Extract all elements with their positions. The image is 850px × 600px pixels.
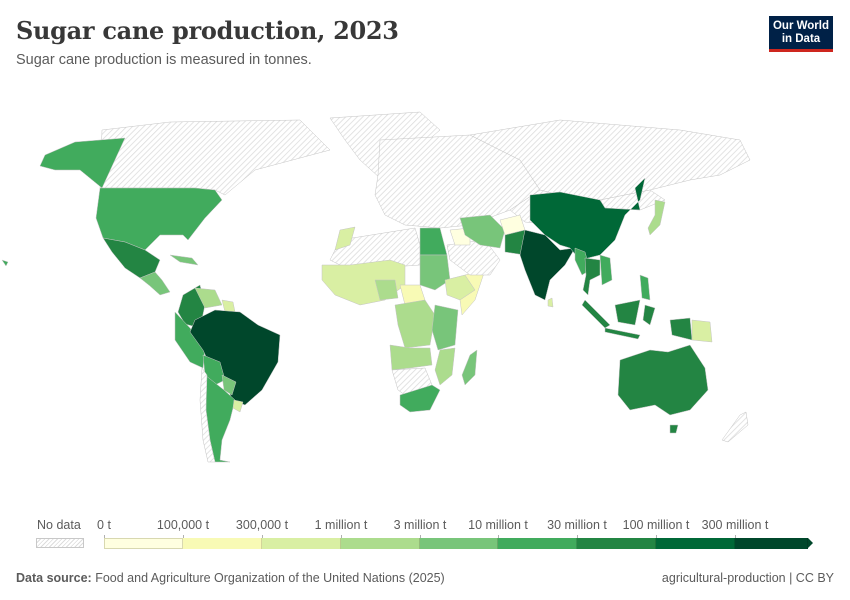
legend-tick (735, 535, 736, 539)
legend-bin-8[interactable] (735, 538, 808, 549)
region-tasmania (669, 424, 679, 434)
legend-bin-7[interactable] (656, 538, 735, 549)
legend-label-3: 1 million t (314, 518, 368, 532)
legend-label-6: 30 million t (547, 518, 607, 532)
data-source: Data source: Food and Agriculture Organi… (16, 571, 445, 585)
region-chile (199, 367, 216, 463)
region-nigeria (374, 279, 399, 301)
legend-bin-4[interactable] (420, 538, 498, 549)
region-thailand (582, 257, 601, 296)
region-india (519, 229, 576, 301)
region-east-africa (431, 304, 459, 351)
chart-subtitle: Sugar cane production is measured in ton… (16, 52, 312, 68)
region-png (691, 319, 713, 343)
region-sulawesi (642, 304, 656, 326)
region-mozambique (434, 347, 456, 386)
legend-tick (577, 535, 578, 539)
region-drc (394, 299, 436, 349)
legend-bin-1[interactable] (183, 538, 262, 549)
region-sudan (419, 254, 451, 291)
legend-label-2: 300,000 t (235, 518, 289, 532)
legend-label-1: 100,000 t (156, 518, 210, 532)
region-egypt (419, 227, 448, 256)
region-australia (617, 344, 709, 416)
logo-line-2: in Data (781, 32, 821, 45)
region-paraguay (221, 374, 237, 396)
region-angola (389, 344, 433, 371)
region-guianas (221, 299, 236, 313)
legend-label-7: 100 million t (622, 518, 690, 532)
region-indonesia-sumatra (581, 299, 611, 329)
legend-bin-6[interactable] (577, 538, 656, 549)
region-indonesia-java (604, 327, 641, 340)
region-philippines (639, 274, 651, 301)
legend-tick (183, 535, 184, 539)
region-iran (459, 214, 506, 249)
legend: No data 0 t 100,000 t 300,000 t 1 millio… (0, 515, 850, 555)
region-central-america (139, 271, 171, 296)
region-new-guinea-west (669, 317, 693, 341)
region-borneo (614, 299, 641, 326)
region-south-africa (399, 384, 441, 413)
legend-label-0: 0 t (97, 518, 111, 532)
legend-label-8: 300 million t (701, 518, 769, 532)
region-venezuela (194, 287, 223, 309)
region-morocco (334, 226, 356, 251)
region-japan (647, 199, 666, 236)
region-china (529, 177, 646, 261)
region-sri-lanka (547, 297, 554, 308)
owid-logo[interactable]: Our World in Data (769, 16, 833, 52)
legend-no-data-label: No data (37, 518, 81, 532)
legend-tick (262, 535, 263, 539)
region-madagascar (461, 349, 478, 386)
legend-label-4: 3 million t (393, 518, 447, 532)
legend-bin-0[interactable] (104, 538, 183, 549)
legend-tick (498, 535, 499, 539)
data-source-label: Data source: (16, 571, 92, 585)
license-link[interactable]: agricultural-production | CC BY (661, 571, 834, 585)
region-new-zealand (721, 411, 749, 443)
legend-label-5: 10 million t (468, 518, 528, 532)
region-hawaii (1, 259, 9, 267)
data-source-text: Food and Agriculture Organization of the… (91, 571, 445, 585)
region-uruguay (232, 399, 244, 413)
region-peru (174, 311, 206, 369)
legend-tick (104, 535, 105, 539)
legend-bin-2[interactable] (262, 538, 341, 549)
legend-tick (341, 535, 342, 539)
legend-tick (656, 535, 657, 539)
legend-no-data-swatch (36, 538, 84, 548)
region-alaska (39, 137, 126, 189)
region-cuba (169, 254, 199, 266)
region-canada (99, 119, 331, 196)
legend-arrow-icon (808, 538, 813, 548)
chart-title: Sugar cane production, 2023 (16, 16, 399, 45)
legend-bin-5[interactable] (498, 538, 577, 549)
legend-tick (420, 535, 421, 539)
region-vietnam (599, 254, 613, 286)
logo-line-1: Our World (772, 19, 829, 32)
region-brazil (189, 309, 281, 406)
world-map (1, 111, 751, 463)
legend-bin-3[interactable] (341, 538, 420, 549)
